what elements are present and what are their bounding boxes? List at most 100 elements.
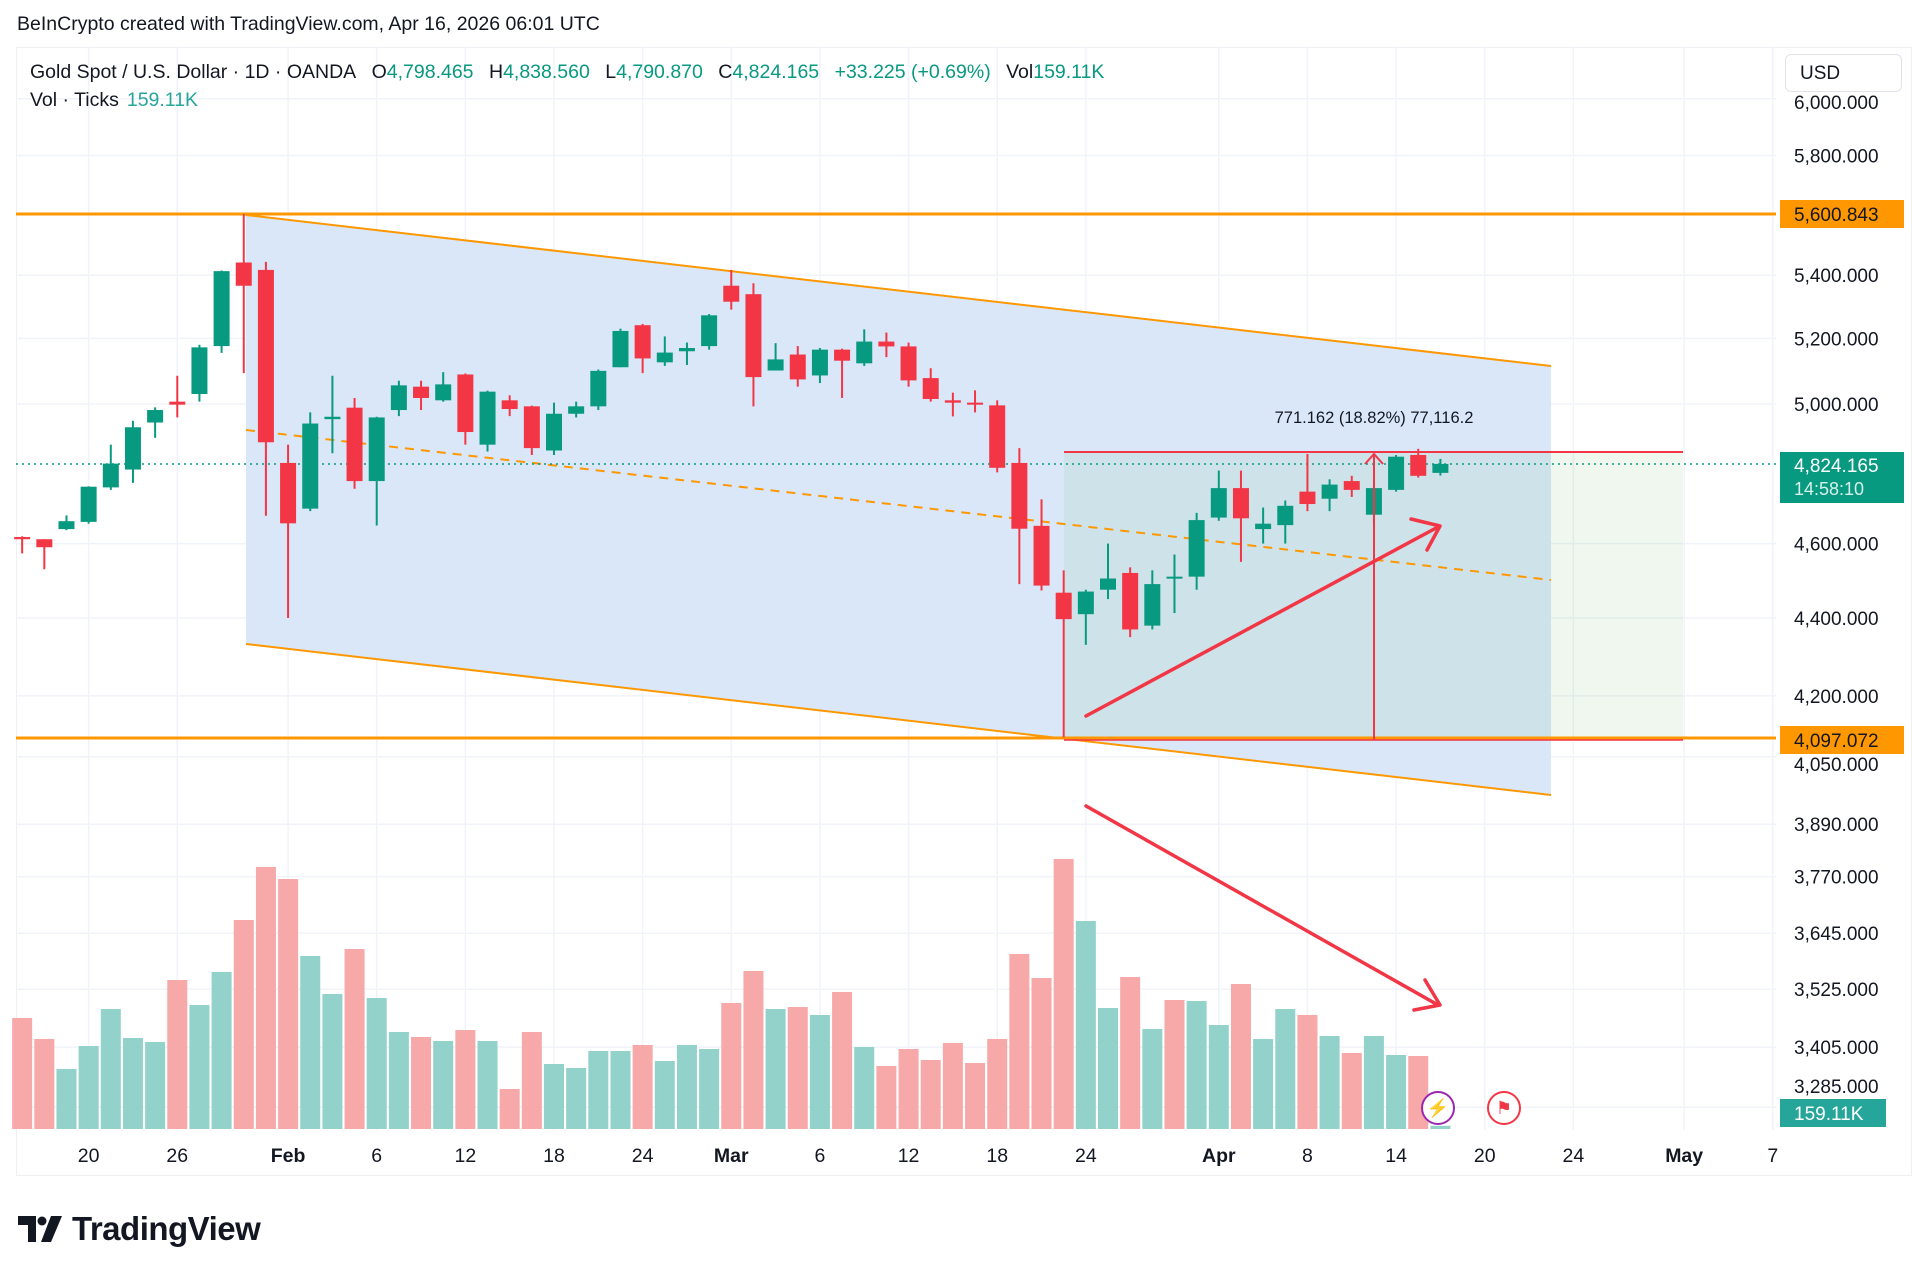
candle-body bbox=[546, 413, 562, 451]
candle bbox=[36, 539, 53, 570]
high-value: 4,838.560 bbox=[503, 61, 590, 83]
candle-countdown-text: 14:58:10 bbox=[1794, 479, 1864, 499]
candle bbox=[678, 342, 695, 365]
candle bbox=[612, 328, 629, 368]
candle-body bbox=[678, 348, 695, 352]
candle-body bbox=[213, 271, 230, 347]
volume-indicator-legend[interactable]: Vol · Ticks 159.11K bbox=[30, 89, 198, 112]
support-price-badge: 4,097.072 bbox=[1780, 726, 1904, 754]
candle-body bbox=[1033, 525, 1050, 586]
price-tick-label: 4,200.000 bbox=[1794, 687, 1879, 708]
channel-midline[interactable] bbox=[245, 429, 1552, 581]
candle-body bbox=[568, 406, 585, 414]
price-tick-label: 3,405.000 bbox=[1794, 1038, 1879, 1059]
candle bbox=[834, 348, 851, 398]
time-tick-label: 18 bbox=[986, 1145, 1008, 1167]
volume-bar bbox=[854, 1047, 875, 1129]
volume-bar bbox=[1386, 1055, 1407, 1129]
lightning-event-icon[interactable]: ⚡ bbox=[1421, 1091, 1455, 1125]
candle bbox=[14, 536, 31, 554]
candle-body bbox=[1210, 488, 1227, 518]
close-label: C bbox=[718, 61, 733, 83]
volume-bar bbox=[721, 1003, 742, 1129]
candle bbox=[811, 348, 828, 384]
candle bbox=[745, 283, 762, 407]
candle-body bbox=[479, 391, 496, 445]
candle bbox=[1255, 507, 1272, 544]
price-tick-label: 5,400.000 bbox=[1794, 266, 1879, 287]
current-price-badge: 4,824.165 14:58:10 bbox=[1780, 452, 1904, 503]
candle-body bbox=[324, 416, 341, 420]
price-tick-label: 4,050.000 bbox=[1794, 755, 1879, 776]
time-tick-label: 12 bbox=[898, 1145, 920, 1167]
price-tick-label: 5,800.000 bbox=[1794, 147, 1879, 168]
us-flag-event-icon[interactable]: ⚑ bbox=[1487, 1091, 1521, 1125]
volume-bar bbox=[942, 1043, 963, 1129]
time-tick-label: May bbox=[1665, 1145, 1703, 1167]
candle bbox=[80, 486, 97, 524]
tradingview-logo[interactable]: TradingView bbox=[18, 1210, 261, 1248]
candle bbox=[102, 444, 119, 490]
open-label: O bbox=[371, 61, 387, 83]
candle bbox=[1232, 470, 1249, 562]
time-tick-label: 20 bbox=[78, 1145, 100, 1167]
channel-upper-line[interactable] bbox=[245, 214, 1552, 367]
symbol-name: Gold Spot / U.S. Dollar · 1D · OANDA bbox=[30, 61, 357, 83]
candle bbox=[1299, 453, 1316, 512]
volume-bar bbox=[920, 1060, 941, 1129]
low-label: L bbox=[605, 61, 617, 83]
candle bbox=[390, 380, 407, 417]
candle bbox=[124, 420, 141, 483]
candle bbox=[656, 336, 673, 366]
candle-body bbox=[856, 341, 873, 364]
volume-bar bbox=[477, 1041, 498, 1129]
volume-bar bbox=[34, 1039, 55, 1129]
currency-selector[interactable]: USD bbox=[1785, 54, 1902, 92]
time-tick-label: 7 bbox=[1767, 1145, 1778, 1167]
candle-body bbox=[1077, 591, 1094, 615]
symbol-legend[interactable]: Gold Spot / U.S. Dollar · 1D · OANDA O 4,… bbox=[30, 61, 1104, 84]
volume-bar bbox=[455, 1030, 476, 1129]
volume-bar bbox=[233, 920, 254, 1129]
candle bbox=[900, 342, 917, 387]
candle bbox=[634, 323, 651, 374]
volume-bar bbox=[1031, 978, 1052, 1129]
candle-body bbox=[1055, 592, 1072, 620]
uptrend-arrow[interactable] bbox=[1084, 517, 1442, 718]
candle bbox=[1388, 454, 1405, 492]
candle bbox=[435, 372, 452, 402]
time-tick-label: 6 bbox=[814, 1145, 825, 1167]
volume-bar bbox=[544, 1064, 564, 1129]
candle-body bbox=[14, 537, 31, 540]
candle bbox=[1343, 475, 1360, 497]
channel-lower-line[interactable] bbox=[245, 643, 1552, 796]
volume-bar bbox=[610, 1051, 631, 1129]
volume-bar bbox=[809, 1015, 830, 1129]
volume-bar bbox=[654, 1061, 675, 1129]
volume-bar bbox=[588, 1051, 609, 1129]
candle bbox=[213, 270, 230, 353]
volume-badge-text: 159.11K bbox=[1794, 1104, 1864, 1125]
candle-body bbox=[1255, 523, 1272, 530]
candle bbox=[1011, 448, 1028, 585]
time-axis[interactable]: 20 26 Feb 6 12 18 24 Mar 6 12 18 24 Apr 8 14 20 24 May 7 bbox=[78, 1145, 1778, 1167]
candle-body bbox=[1122, 572, 1139, 630]
candle bbox=[1277, 500, 1294, 544]
candle bbox=[1144, 570, 1161, 630]
price-axis[interactable]: 6,000.000 5,800.000 5,400.000 5,200.000 5,00… bbox=[1794, 93, 1879, 1098]
candle bbox=[767, 343, 784, 371]
volume-bars bbox=[12, 859, 1451, 1129]
volume-bar bbox=[1164, 1000, 1185, 1129]
volume-downtrend-arrow[interactable] bbox=[1084, 804, 1442, 1012]
candle bbox=[302, 412, 319, 512]
high-label: H bbox=[488, 61, 504, 83]
candle-body bbox=[36, 539, 53, 548]
candle-body bbox=[1144, 584, 1161, 626]
volume-indicator-name: Vol · Ticks bbox=[30, 89, 119, 111]
volume-bar bbox=[189, 1005, 210, 1129]
attribution-text: BeInCrypto created with TradingView.com,… bbox=[17, 13, 600, 35]
candle-body bbox=[523, 406, 540, 449]
volume-badge: 159.11K bbox=[1780, 1099, 1886, 1127]
volume-bar bbox=[145, 1042, 166, 1129]
